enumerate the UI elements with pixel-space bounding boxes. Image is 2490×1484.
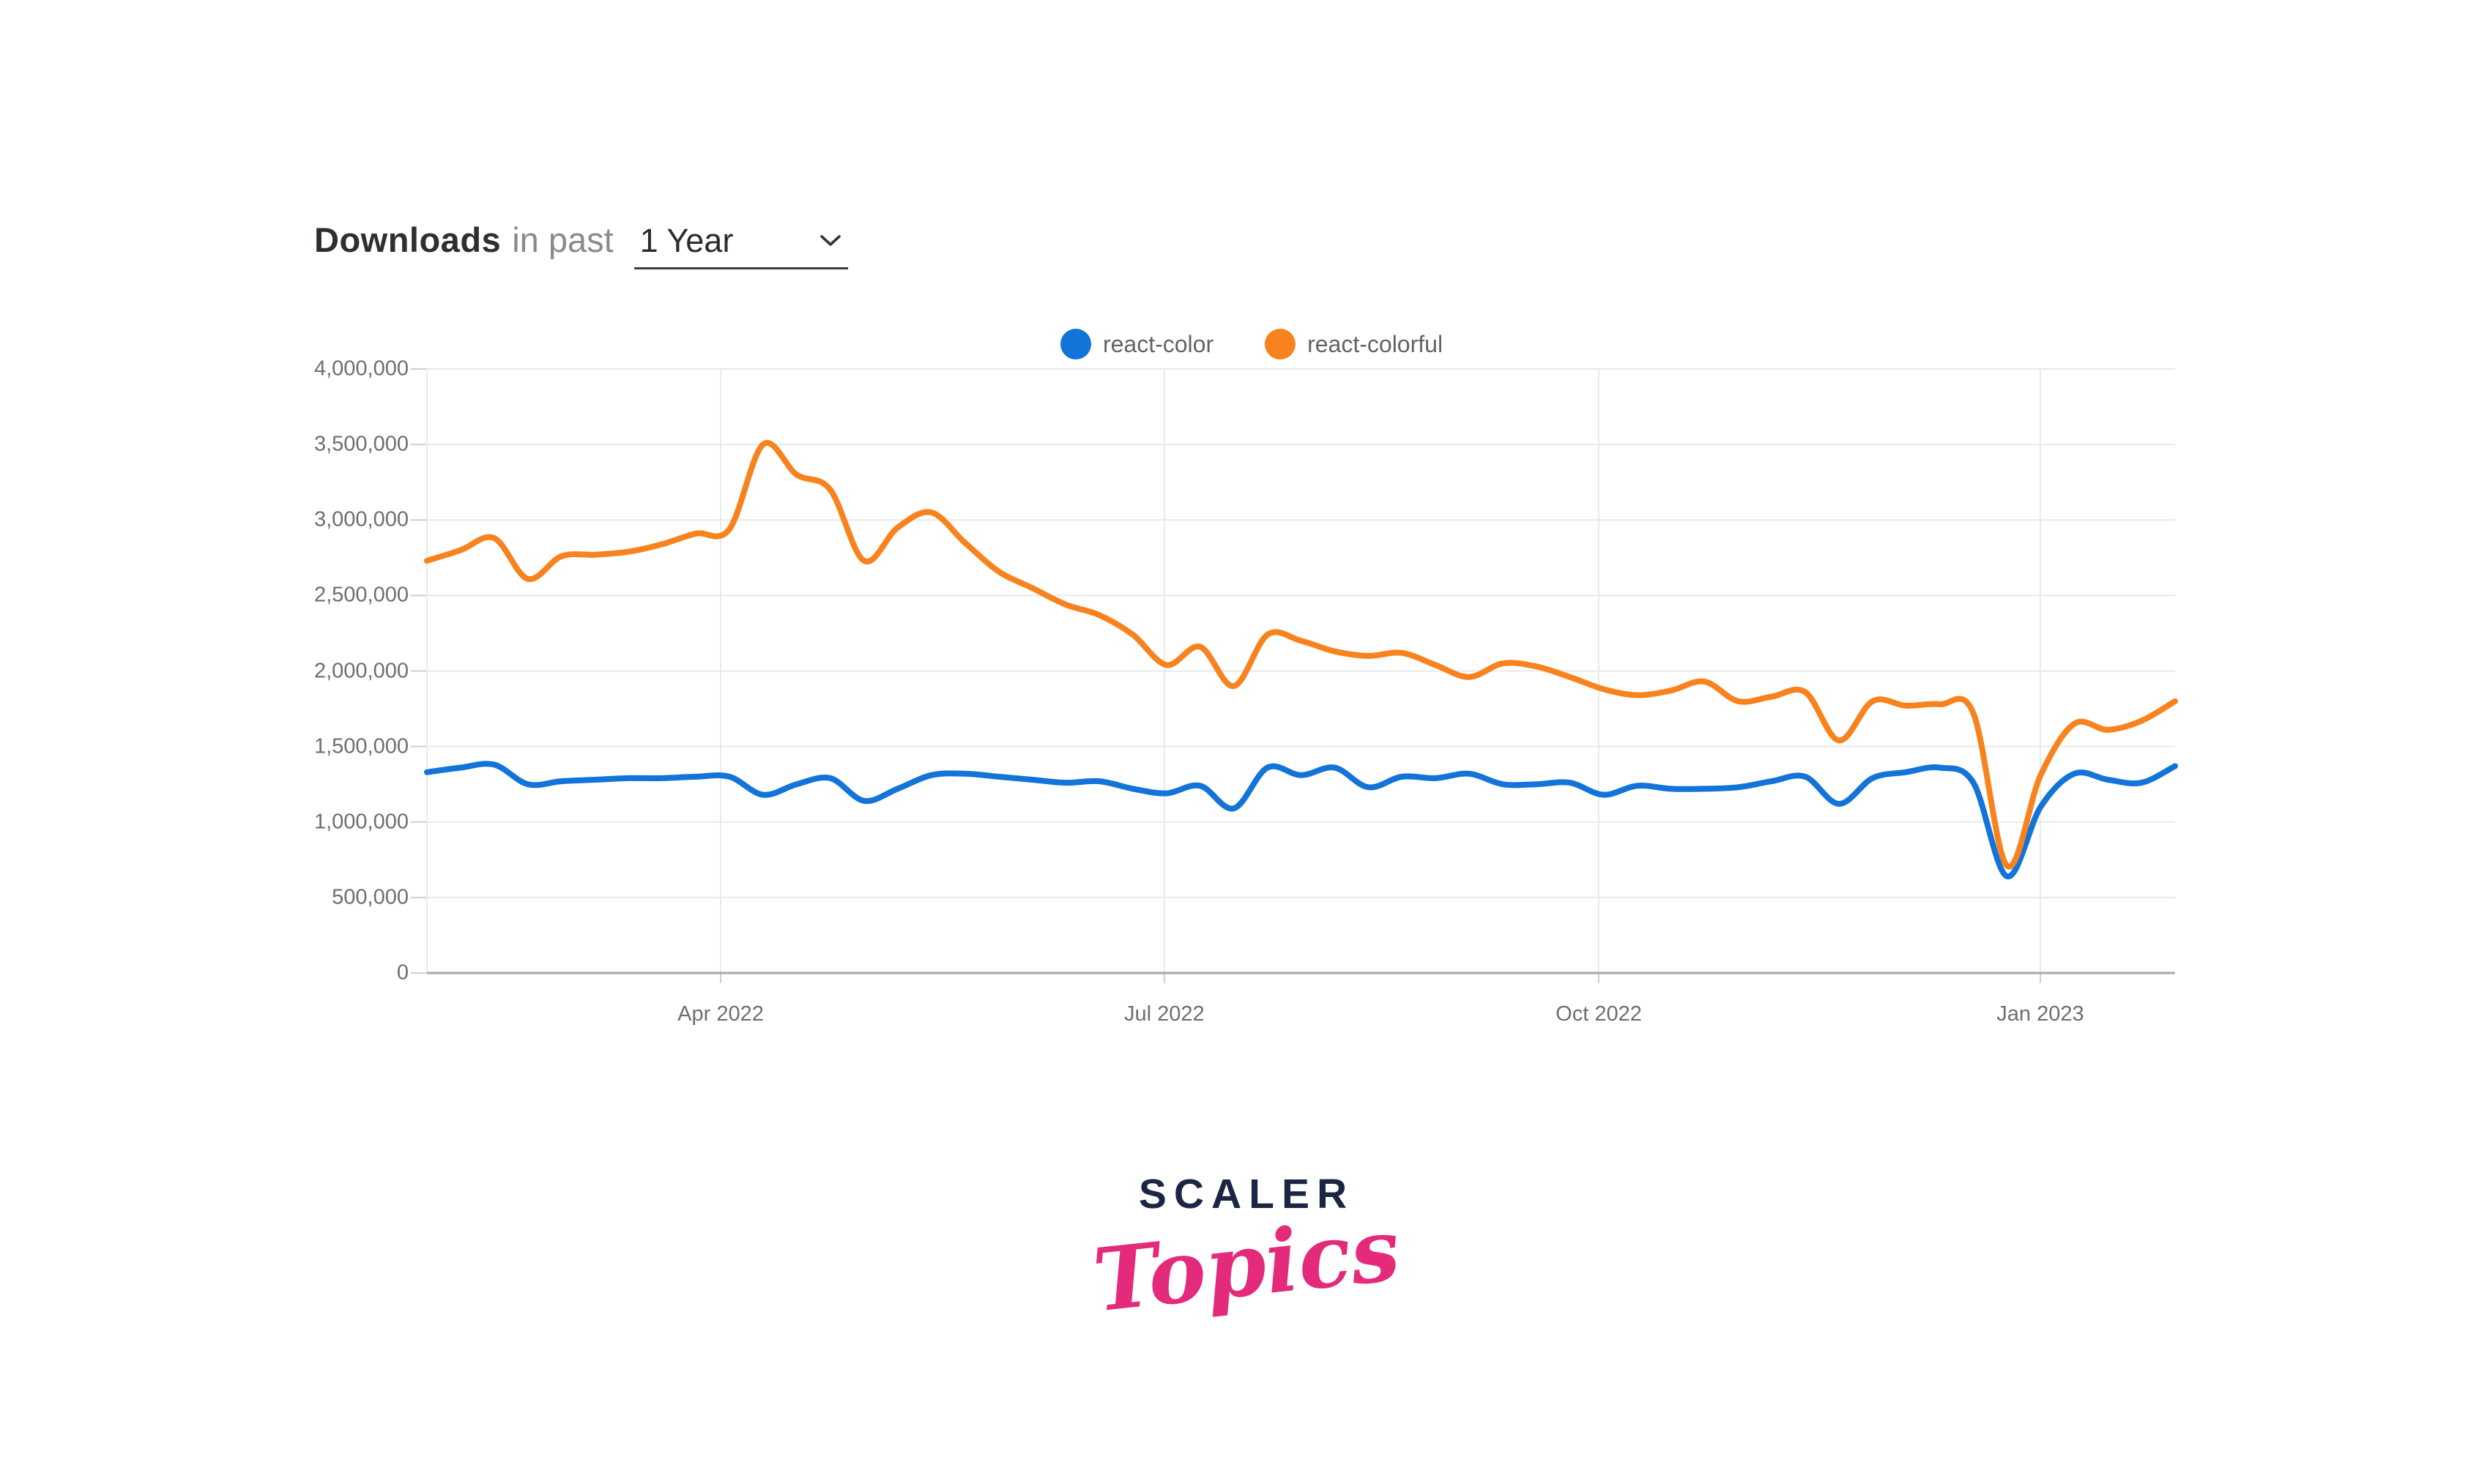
y-axis-label: 3,000,000 [313, 507, 409, 532]
logo-scaler-text: SCALER [1138, 1171, 1355, 1218]
react-colorful-line [424, 440, 2178, 870]
y-axis-label: 2,500,000 [313, 583, 409, 607]
chart-title-suffix: in past [512, 220, 614, 259]
react-color-dot-icon [1060, 329, 1091, 359]
x-axis-label: Jan 2023 [1996, 1002, 2084, 1026]
y-axis-label: 500,000 [332, 885, 409, 909]
react-color-line [424, 761, 2178, 880]
y-axis-label: 1,000,000 [313, 810, 409, 834]
chart-title: Downloads [314, 220, 502, 259]
legend-label-react-color: react-color [1102, 330, 1214, 357]
y-axis-label: 3,500,000 [313, 432, 409, 456]
legend-item-react-color[interactable]: react-color [1060, 329, 1214, 359]
react-colorful-dot-icon [1265, 329, 1296, 359]
downloads-line-chart [411, 368, 2178, 983]
y-axis-label: 0 [396, 961, 409, 985]
y-axis-label: 2,000,000 [313, 659, 409, 682]
time-range-select[interactable]: 1 Year [633, 222, 848, 269]
chart-legend: react-color react-colorful [314, 329, 2189, 359]
x-axis-label: Oct 2022 [1556, 1002, 1642, 1026]
scaler-topics-logo: SCALER Topics [1089, 1170, 1405, 1331]
chart-header: Downloads in past 1 Year [314, 220, 848, 269]
logo-topics-text: Topics [1088, 1198, 1405, 1332]
y-axis-label: 4,000,000 [313, 357, 409, 381]
time-range-value: 1 Year [639, 222, 734, 259]
legend-item-react-colorful[interactable]: react-colorful [1265, 329, 1443, 359]
y-axis-labels: 4,000,000 3,500,000 3,000,000 2,500,000 2,00… [0, 357, 409, 985]
y-axis-label: 1,500,000 [313, 734, 409, 758]
plot-area[interactable] [411, 368, 2178, 983]
x-axis-labels: Apr 2022 Jul 2022 Oct 2022 Jan 2023 [427, 1002, 2175, 1032]
x-axis-label: Apr 2022 [677, 1002, 764, 1026]
x-axis-label: Jul 2022 [1124, 1002, 1205, 1026]
chevron-down-icon [820, 235, 841, 246]
legend-label-react-colorful: react-colorful [1307, 330, 1443, 357]
